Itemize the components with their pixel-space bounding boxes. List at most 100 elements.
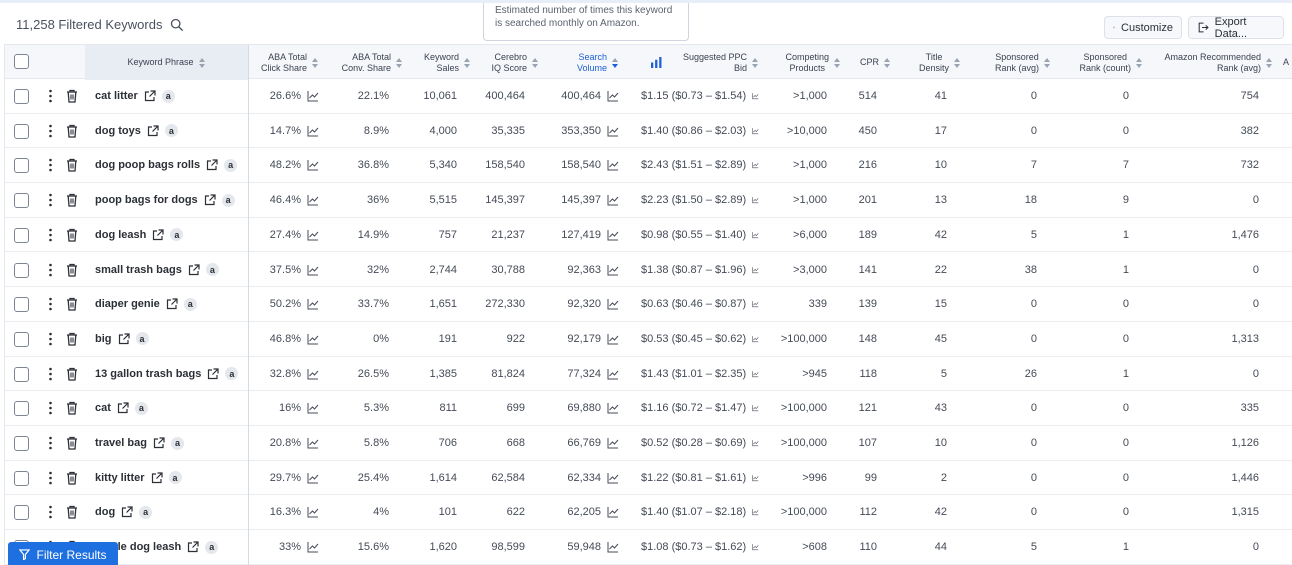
select-all-checkbox[interactable] (14, 54, 29, 69)
external-link-icon[interactable] (117, 402, 129, 414)
table-row[interactable]: ctable dog leash a 33% 15.6% 1,620 98,599 59,9… (5, 530, 1292, 565)
keyword-text[interactable]: big (95, 332, 112, 345)
chart-icon[interactable] (307, 264, 319, 276)
more-vertical-icon[interactable] (49, 297, 52, 311)
amazon-badge[interactable]: a (135, 332, 149, 346)
keyword-text[interactable]: poop bags for dogs (95, 194, 198, 207)
header-suggested-ppc-bid[interactable]: Suggested PPC Bid (619, 45, 759, 80)
row-checkbox[interactable] (14, 331, 29, 347)
trash-icon[interactable] (66, 193, 78, 207)
chart-icon[interactable] (307, 437, 319, 449)
chart-icon[interactable] (752, 402, 759, 414)
header-sponsored-rank-count[interactable]: Sponsored Rank (count) (1051, 45, 1143, 80)
header-search-volume[interactable]: Search Volume (539, 45, 619, 80)
header-sponsored-rank-avg[interactable]: Sponsored Rank (avg) (961, 45, 1051, 80)
chart-icon[interactable] (307, 333, 319, 345)
chart-icon[interactable] (307, 472, 319, 484)
external-link-icon[interactable] (153, 437, 165, 449)
export-data-button[interactable]: Export Data... (1188, 16, 1284, 40)
row-checkbox[interactable] (14, 366, 29, 382)
row-checkbox[interactable] (14, 227, 29, 243)
chart-icon[interactable] (607, 368, 619, 380)
table-row[interactable]: dog poop bags rolls a 48.2% 36.8% 5,340 158,5… (5, 148, 1292, 184)
more-vertical-icon[interactable] (49, 436, 52, 450)
row-checkbox[interactable] (14, 470, 29, 486)
header-cpr[interactable]: CPR (841, 45, 891, 80)
chart-icon[interactable] (752, 125, 759, 137)
more-vertical-icon[interactable] (49, 471, 52, 485)
table-row[interactable]: travel bag a 20.8% 5.8% 706 668 66,769 $0.52 ($… (5, 426, 1292, 461)
chart-icon[interactable] (607, 402, 619, 414)
amazon-badge[interactable]: a (168, 471, 182, 485)
row-checkbox[interactable] (14, 89, 29, 104)
chart-icon[interactable] (607, 437, 619, 449)
row-checkbox[interactable] (14, 262, 29, 278)
chart-icon[interactable] (607, 506, 619, 518)
external-link-icon[interactable] (144, 90, 156, 102)
trash-icon[interactable] (66, 332, 78, 346)
table-row[interactable]: poop bags for dogs a 46.4% 36% 5,515 145,397 1… (5, 183, 1292, 219)
chart-icon[interactable] (307, 506, 319, 518)
chart-icon[interactable] (752, 229, 759, 241)
table-row[interactable]: dog a 16.3% 4% 101 622 62,205 $1.40 ($1.07 – $2… (5, 495, 1292, 531)
header-cerebro-iq[interactable]: Cerebro IQ Score (471, 45, 539, 80)
header-title-density[interactable]: Title Density (891, 45, 961, 80)
chart-icon[interactable] (752, 333, 759, 345)
row-checkbox[interactable] (14, 297, 29, 313)
table-row[interactable]: kitty litter a 29.7% 25.4% 1,614 62,584 62,334… (5, 460, 1292, 496)
chart-icon[interactable] (607, 90, 619, 102)
chart-icon[interactable] (307, 229, 319, 241)
table-row[interactable]: diaper genie a 50.2% 33.7% 1,651 272,330 92,32… (5, 287, 1292, 323)
table-row[interactable]: big a 46.8% 0% 191 922 92,179 $0.53 ($0.45 – $0… (5, 321, 1292, 357)
row-checkbox[interactable] (14, 158, 29, 174)
more-vertical-icon[interactable] (49, 228, 52, 242)
header-extra-column[interactable]: A (1283, 57, 1290, 67)
trash-icon[interactable] (66, 228, 78, 242)
table-row[interactable]: dog toys a 14.7% 8.9% 4,000 35,335 353,350 $1.4… (5, 113, 1292, 149)
more-vertical-icon[interactable] (49, 505, 52, 519)
trash-icon[interactable] (66, 89, 78, 103)
external-link-icon[interactable] (187, 541, 199, 553)
row-checkbox[interactable] (14, 193, 29, 209)
table-row[interactable]: dog leash a 27.4% 14.9% 757 21,237 127,419 $0.9… (5, 217, 1292, 253)
chart-icon[interactable] (607, 298, 619, 310)
amazon-badge[interactable]: a (134, 401, 148, 415)
more-vertical-icon[interactable] (49, 263, 52, 277)
header-competing-products[interactable]: Competing Products (759, 45, 841, 80)
row-checkbox[interactable] (14, 505, 29, 521)
chart-icon[interactable] (307, 368, 319, 380)
chart-icon[interactable] (752, 472, 759, 484)
table-row[interactable]: 13 gallon trash bags a 32.8% 26.5% 1,385 81,8… (5, 356, 1292, 392)
trash-icon[interactable] (66, 297, 78, 311)
chart-icon[interactable] (752, 368, 759, 380)
chart-icon[interactable] (307, 541, 319, 553)
trash-icon[interactable] (66, 263, 78, 277)
keyword-text[interactable]: dog leash (95, 228, 147, 241)
trash-icon[interactable] (66, 471, 78, 485)
keyword-text[interactable]: dog toys (95, 124, 141, 137)
keyword-text[interactable]: diaper genie (95, 298, 160, 311)
header-aba-click-share[interactable]: ABA Total Click Share (249, 45, 319, 80)
keyword-text[interactable]: small trash bags (95, 263, 182, 276)
amazon-badge[interactable]: a (205, 540, 219, 554)
table-row[interactable]: cat a 16% 5.3% 811 699 69,880 $1.16 ($0.72 – $1… (5, 391, 1292, 427)
external-link-icon[interactable] (204, 194, 216, 206)
chart-icon[interactable] (307, 194, 319, 206)
amazon-badge[interactable]: a (225, 367, 239, 381)
chart-icon[interactable] (307, 125, 319, 137)
row-checkbox[interactable] (14, 123, 29, 139)
external-link-icon[interactable] (206, 159, 218, 171)
more-vertical-icon[interactable] (49, 401, 52, 415)
chart-icon[interactable] (307, 298, 319, 310)
amazon-badge[interactable]: a (170, 228, 184, 242)
chart-icon[interactable] (607, 541, 619, 553)
external-link-icon[interactable] (118, 333, 130, 345)
amazon-badge[interactable]: a (224, 158, 238, 172)
chart-icon[interactable] (607, 159, 619, 171)
chart-icon[interactable] (752, 437, 759, 449)
trash-icon[interactable] (66, 367, 78, 381)
chart-icon[interactable] (752, 264, 759, 276)
header-aba-conv-share[interactable]: ABA Total Conv. Share (319, 45, 403, 80)
chart-icon[interactable] (752, 194, 759, 206)
trash-icon[interactable] (66, 158, 78, 173)
